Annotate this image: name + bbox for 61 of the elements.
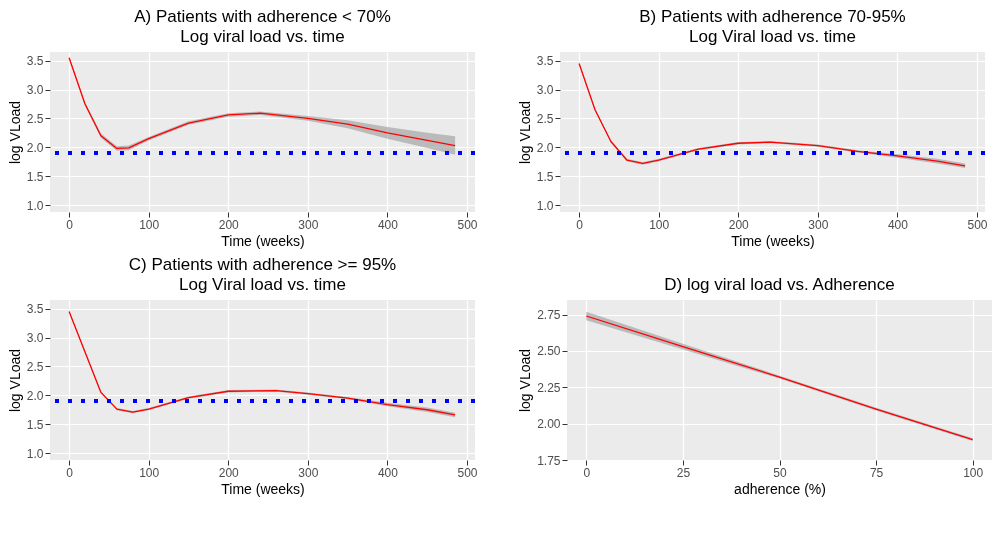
y-tick-label: 3.5 [26, 54, 44, 69]
chart-subtitle: Log Viral load vs. time [179, 275, 346, 294]
y-tick-label: 3.5 [536, 54, 554, 69]
y-axis-title: log VLoad [6, 100, 23, 165]
x-tick-label: 75 [869, 465, 884, 480]
x-tick-label: 500 [457, 465, 478, 480]
y-tick-label: 3.0 [26, 83, 44, 98]
x-tick-label: 400 [377, 217, 399, 232]
y-tick-label: 2.0 [536, 140, 554, 155]
y-axis-title: log VLoad [517, 348, 534, 413]
x-axis-title: Time (weeks) [731, 232, 815, 249]
y-tick-label: 2.5 [26, 111, 44, 126]
y-tick-label: 1.5 [26, 169, 44, 184]
y-axis-title: log VLoad [6, 348, 23, 413]
y-tick-label: 2.5 [536, 111, 554, 126]
x-tick-label: 100 [963, 465, 984, 480]
y-tick-label: 3.5 [26, 302, 44, 317]
chart-subtitle: Log viral load vs. time [180, 27, 345, 46]
chart-title: C) Patients with adherence >= 95% [128, 255, 397, 274]
y-tick-label: 1.0 [26, 198, 44, 213]
x-tick-label: 400 [887, 217, 909, 232]
chart-title: A) Patients with adherence < 70% [134, 7, 391, 26]
chart-subtitle: Log Viral load vs. time [689, 27, 856, 46]
x-tick-label: 200 [218, 465, 240, 480]
x-axis-title: Time (weeks) [221, 232, 305, 249]
y-tick-label: 2.0 [26, 140, 44, 155]
x-axis-title: adherence (%) [734, 480, 826, 497]
x-tick-label: 100 [649, 217, 670, 232]
x-tick-label: 400 [377, 465, 399, 480]
x-tick-label: 50 [773, 465, 787, 480]
x-axis-title: Time (weeks) [221, 480, 305, 497]
x-tick-label: 300 [298, 217, 319, 232]
x-tick-label: 500 [967, 217, 988, 232]
y-tick-label: 1.5 [536, 169, 554, 184]
x-tick-label: 100 [139, 217, 160, 232]
x-tick-label: 0 [66, 217, 74, 232]
y-tick-label: 2.0 [26, 388, 44, 403]
y-tick-label: 2.00 [537, 417, 561, 432]
y-tick-label: 2.25 [537, 380, 561, 395]
y-tick-label: 2.50 [537, 344, 561, 359]
x-tick-label: 100 [139, 465, 160, 480]
chart-title: B) Patients with adherence 70-95% [639, 7, 906, 26]
y-tick-label: 1.5 [26, 417, 44, 432]
x-tick-label: 300 [808, 217, 829, 232]
x-tick-label: 500 [457, 217, 478, 232]
y-tick-label: 1.0 [26, 446, 44, 461]
y-axis-title: log VLoad [516, 100, 533, 165]
x-tick-label: 25 [676, 465, 691, 480]
x-tick-label: 200 [218, 217, 240, 232]
y-tick-label: 1.75 [537, 453, 561, 468]
y-tick-label: 3.0 [536, 83, 554, 98]
y-tick-label: 2.5 [26, 359, 44, 374]
y-tick-label: 3.0 [26, 331, 44, 346]
x-tick-label: 200 [728, 217, 750, 232]
x-tick-label: 300 [298, 465, 319, 480]
x-tick-label: 0 [576, 217, 584, 232]
y-tick-label: 1.0 [536, 198, 554, 213]
y-tick-label: 2.75 [537, 308, 561, 323]
chart-title: D) log viral load vs. Adherence [664, 275, 895, 294]
x-tick-label: 0 [583, 465, 591, 480]
x-tick-label: 0 [66, 465, 74, 480]
